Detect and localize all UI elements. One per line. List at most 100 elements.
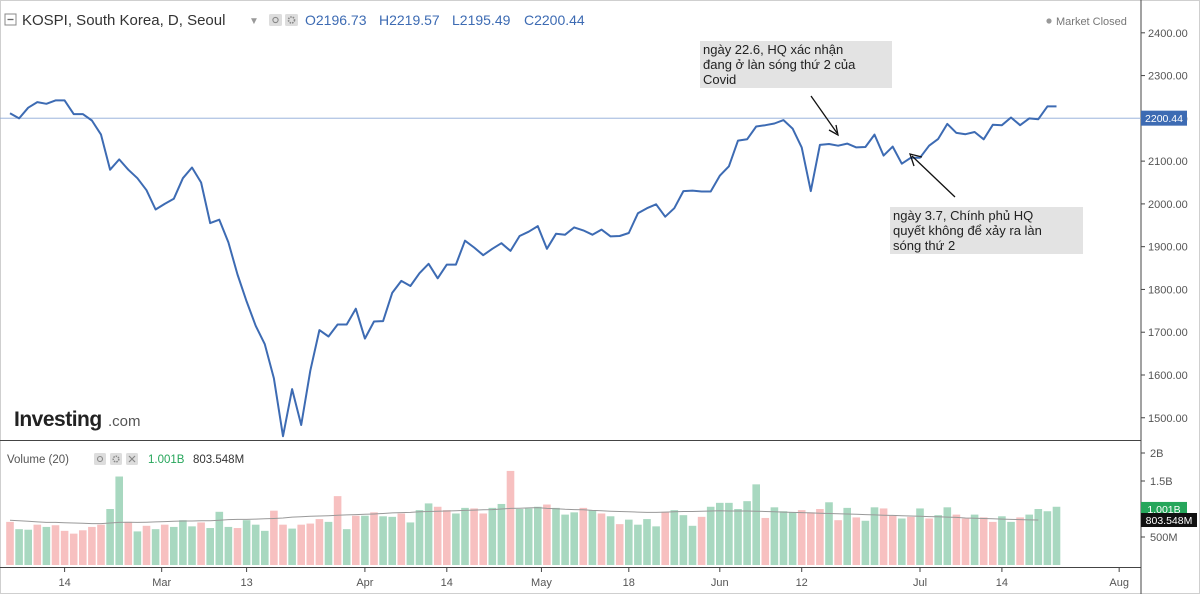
last-price-label-bg [1141, 110, 1187, 126]
gear-icon-wheel [287, 16, 296, 24]
volume-bar [961, 518, 970, 565]
volume-series [6, 470, 1061, 565]
volume-bar [597, 513, 606, 565]
price-line [9, 99, 1057, 438]
volume-bar [861, 520, 870, 565]
volume-bar [106, 509, 114, 565]
volume-bar [297, 524, 305, 565]
volume-bar [989, 521, 997, 565]
price-series [9, 99, 1057, 438]
volume-bar [69, 533, 78, 565]
annotation-2-arrow [911, 155, 956, 198]
ohlc-low: L2195.49 [452, 12, 511, 28]
volume-bar [625, 519, 633, 565]
volume-bar [24, 529, 32, 565]
annotation-1-line-3: Covid [703, 72, 736, 87]
volume-bar [60, 530, 69, 565]
volume-bar [388, 516, 396, 565]
volume-bar [870, 507, 879, 565]
volume-bar [506, 470, 515, 565]
volume-bar [433, 506, 442, 565]
caret-down-icon[interactable]: ▼ [249, 16, 259, 27]
investing-logo: Investing .com [14, 408, 141, 431]
volume-bar [97, 524, 105, 565]
volume-bar [151, 529, 160, 565]
volume-title[interactable]: Volume (20) [7, 454, 69, 466]
ohlc-close: C2200.44 [524, 12, 585, 28]
annotation-2: ngày 3.7, Chính phủ HQ quyết không để xả… [890, 207, 1083, 254]
volume-bar [79, 530, 87, 565]
time-axis-label: 14 [441, 577, 453, 589]
volume-bar [288, 528, 296, 565]
volume-bar [725, 502, 733, 565]
volume-bar [879, 508, 888, 565]
volume-bar [670, 510, 679, 565]
time-axis-label: May [531, 577, 552, 589]
volume-bar [524, 508, 533, 565]
volume-bar [615, 524, 624, 565]
volume-bar [1025, 514, 1033, 565]
annotation-1-arrow [810, 95, 838, 134]
eye-icon[interactable] [269, 14, 282, 26]
symbol-title[interactable]: KOSPI, South Korea, D, Seoul [22, 12, 225, 29]
volume-axis-label: 2B [1150, 448, 1163, 460]
volume-bar [925, 518, 933, 565]
volume-bar [224, 526, 233, 565]
volume-bar [1016, 517, 1024, 565]
volume-bar [424, 503, 433, 565]
volume-bar [561, 514, 569, 565]
eye-icon[interactable] [94, 453, 106, 465]
volume-ma-last-label-bg [1141, 513, 1197, 528]
volume-bar [543, 504, 551, 565]
volume-bar [488, 507, 497, 565]
volume-bar [324, 521, 333, 565]
volume-bar [1034, 509, 1043, 565]
volume-bar [33, 524, 42, 565]
volume-bar [215, 511, 224, 565]
volume-bar [970, 514, 979, 565]
price-axis-label: 2100.00 [1148, 156, 1188, 168]
price-axis-label: 2300.00 [1148, 71, 1188, 83]
volume-bar [716, 502, 724, 565]
close-icon-cross [128, 455, 136, 463]
volume-bar [279, 524, 287, 565]
volume-bar [170, 526, 178, 565]
volume-bar [124, 521, 133, 565]
volume-bar [15, 529, 23, 565]
volume-bar [406, 522, 415, 565]
volume-bar [515, 509, 524, 565]
volume-last-markers: 1.001B 803.548M [1141, 501, 1197, 528]
volume-bar [160, 524, 169, 565]
volume-bar [907, 516, 915, 565]
last-price-marker: 2200.44 [1141, 110, 1187, 126]
price-axis-label: 1600.00 [1148, 370, 1188, 382]
volume-bar [697, 516, 706, 565]
annotation-1-line-2: đang ở làn sóng thứ 2 của [703, 57, 856, 72]
price-axis-label: 1800.00 [1148, 284, 1188, 296]
volume-bar [770, 507, 779, 565]
volume-bar [1007, 521, 1015, 565]
volume-bar [534, 506, 542, 565]
volume-bar [816, 509, 824, 565]
volume-bar [852, 517, 861, 565]
annotation-2-line-3: sóng thứ 2 [893, 238, 955, 253]
volume-bar [552, 507, 560, 565]
volume-bar [579, 507, 588, 565]
logo-suffix: .com [108, 413, 141, 430]
time-axis-label: 14 [58, 577, 70, 589]
volume-last-label-bg [1141, 501, 1187, 516]
volume-bar [306, 523, 315, 565]
volume-bar [6, 521, 14, 565]
volume-bar [51, 525, 60, 565]
logo-text: Investing [14, 408, 102, 431]
volume-ma-last-label: 803.548M [1146, 515, 1193, 527]
price-axis-label: 1900.00 [1148, 242, 1188, 254]
volume-bar [497, 503, 506, 565]
volume-last-label: 1.001B [1147, 504, 1180, 516]
ohlc-open: O2196.73 [305, 12, 367, 28]
gear-icon[interactable] [110, 453, 122, 465]
volume-bar [807, 512, 815, 565]
gear-icon[interactable] [285, 14, 298, 26]
annotation-2-box [890, 207, 1083, 254]
